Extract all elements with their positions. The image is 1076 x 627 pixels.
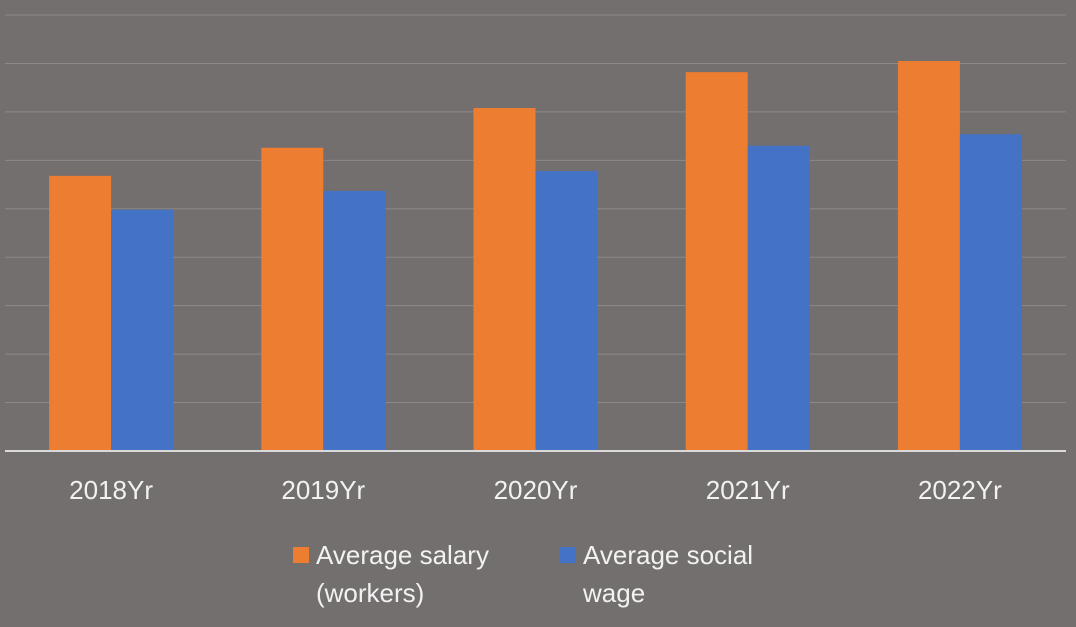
bar — [747, 145, 810, 452]
legend-swatch — [293, 547, 309, 563]
x-tick-label: 2018Yr — [69, 475, 153, 505]
bar — [685, 72, 748, 452]
legend-item: Average social wage — [560, 536, 783, 612]
legend-label: Average salary (workers) — [316, 540, 489, 608]
bar — [261, 147, 324, 451]
bar — [49, 175, 112, 451]
legend-item: Average salary (workers) — [293, 536, 516, 612]
bar — [323, 190, 386, 451]
bar — [111, 209, 174, 451]
x-tick-label: 2019Yr — [281, 475, 365, 505]
x-tick-label: 2021Yr — [706, 475, 790, 505]
x-tick-label: 2022Yr — [918, 475, 1002, 505]
legend: Average salary (workers) Average social w… — [0, 536, 1076, 612]
legend-label: Average social wage — [583, 540, 754, 608]
legend-swatch — [560, 547, 576, 563]
bar — [535, 170, 598, 452]
bar — [959, 134, 1022, 451]
bar — [473, 108, 536, 451]
bar — [897, 61, 960, 452]
x-tick-label: 2020Yr — [494, 475, 578, 505]
